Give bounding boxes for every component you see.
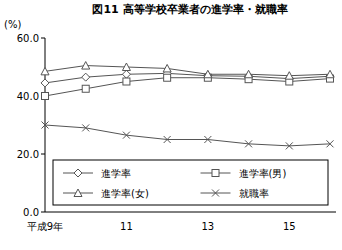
- series-line: [45, 125, 330, 146]
- point: [163, 64, 171, 72]
- y-tick-label: 20.0: [17, 149, 39, 160]
- plot-area: [41, 62, 334, 150]
- x-tick-label: 13: [201, 221, 214, 232]
- legend-marker: [212, 190, 219, 197]
- point: [82, 124, 89, 131]
- point: [123, 78, 130, 85]
- point: [122, 70, 130, 78]
- y-tick-label: 60.0: [17, 33, 39, 44]
- legend-marker: [212, 170, 219, 177]
- point: [326, 70, 334, 78]
- point: [82, 62, 90, 70]
- legend-label: 就職率: [239, 188, 269, 199]
- point: [123, 132, 130, 139]
- point: [164, 74, 171, 81]
- legend-label: 進学率(男): [239, 168, 287, 179]
- legend-label: 進学率(女): [101, 188, 149, 199]
- legend-box: [53, 160, 328, 205]
- title: 図11 高等学校卒業者の進学率・就職率: [92, 3, 287, 16]
- x-tick-label: 15: [283, 221, 296, 232]
- series-line: [45, 78, 330, 96]
- point: [245, 140, 252, 147]
- point: [327, 140, 334, 147]
- point: [41, 79, 49, 87]
- point: [204, 70, 212, 78]
- point: [82, 85, 89, 92]
- point: [82, 73, 90, 81]
- chart: 図11 高等学校卒業者の進学率・就職率 (%) 0.0 20.0 40.0 60.0 平成9…: [0, 0, 342, 250]
- point: [41, 67, 49, 75]
- y-label: (%): [4, 19, 21, 30]
- x-axis: [45, 212, 336, 213]
- legend-label: 進学率: [101, 168, 131, 179]
- legend-marker: [74, 169, 82, 177]
- point: [204, 136, 211, 143]
- y-tick-label: 40.0: [17, 91, 39, 102]
- x-tick-label: 平成9年: [27, 221, 63, 232]
- y-tick: [41, 212, 45, 213]
- point: [42, 122, 49, 129]
- point: [164, 136, 171, 143]
- point: [286, 142, 293, 149]
- y-tick-label: 0.0: [23, 207, 39, 218]
- point: [42, 93, 49, 100]
- point: [122, 63, 130, 71]
- x-tick-label: 11: [120, 221, 133, 232]
- point: [245, 70, 253, 78]
- point: [285, 72, 293, 80]
- y-tick: [41, 154, 45, 155]
- legend-marker: [74, 189, 82, 197]
- y-tick: [41, 38, 45, 39]
- legend: 進学率 進学率(男) 進学率(女) 就職率: [53, 160, 328, 205]
